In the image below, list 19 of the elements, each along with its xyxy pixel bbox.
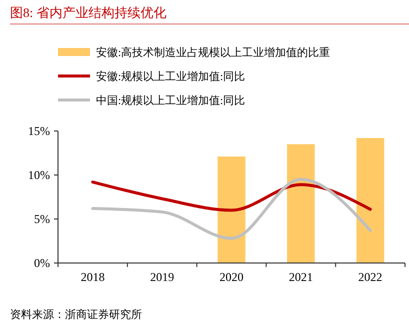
legend-label: 安徽:高技术制造业占规模以上工业增加值的比重 bbox=[96, 46, 330, 59]
x-tick-label: 2020 bbox=[220, 270, 244, 284]
legend-label: 中国:规模以上工业增加值:同比 bbox=[96, 94, 246, 107]
x-tick-label: 2022 bbox=[358, 270, 382, 284]
x-tick-label: 2018 bbox=[80, 270, 105, 284]
y-tick-label: 0% bbox=[34, 256, 50, 270]
line-series bbox=[91, 178, 372, 240]
bar bbox=[356, 138, 384, 263]
bar bbox=[287, 144, 315, 263]
bar bbox=[218, 156, 246, 263]
legend-label: 安徽:规模以上工业增加值:同比 bbox=[96, 70, 246, 83]
chart-title: 图8: 省内产业结构持续优化 bbox=[10, 5, 166, 20]
y-tick-label: 5% bbox=[34, 212, 50, 226]
y-tick-label: 10% bbox=[28, 168, 50, 182]
line-series bbox=[91, 180, 372, 212]
x-tick-label: 2019 bbox=[150, 270, 174, 284]
text: 资料来源：浙商证券研究所 bbox=[10, 308, 142, 321]
y-tick-label: 15% bbox=[28, 124, 50, 138]
x-tick-label: 2021 bbox=[288, 270, 313, 284]
